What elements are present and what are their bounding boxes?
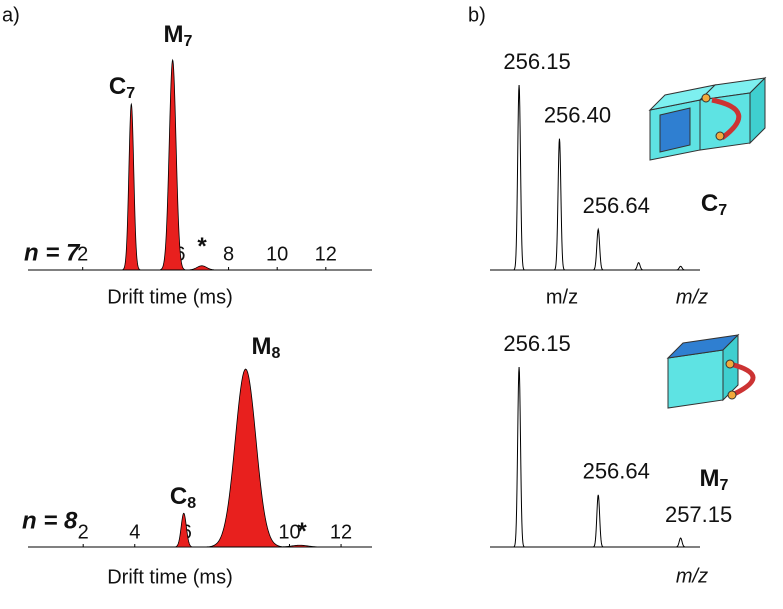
peak: [592, 227, 604, 271]
peak-label-text: *: [297, 518, 307, 545]
x-axis-label: Drift time (ms): [107, 286, 233, 308]
peak-label: 256.15: [503, 49, 570, 74]
x-tick-label: 12: [315, 243, 337, 265]
peak-label-text: C: [109, 73, 126, 100]
panel-label: b): [468, 4, 486, 26]
peak-label: 256.64: [583, 459, 650, 484]
peak: [553, 138, 566, 271]
peak-label-text: M: [252, 333, 272, 360]
x-axis-label: m/z: [546, 286, 578, 308]
peak: [675, 265, 687, 271]
peak-label-sub: 7: [184, 33, 193, 50]
compound-label: M7: [700, 465, 729, 494]
compound-label-text: C: [701, 190, 718, 217]
peak-label: M8: [252, 333, 281, 362]
x-tick-label: 12: [330, 521, 352, 543]
peak: [633, 262, 645, 271]
peak-label: C8: [170, 483, 196, 512]
peak-label: *: [297, 518, 307, 545]
annotation: n = 7: [24, 239, 81, 266]
peak-label-sub: 8: [272, 345, 281, 362]
cage-icon: [666, 333, 756, 409]
peak-label: C7: [109, 73, 135, 102]
peak-label: 256.15: [503, 331, 570, 356]
peak: [159, 58, 187, 271]
peak: [268, 544, 331, 548]
peak: [592, 494, 604, 548]
x-tick-label: 10: [278, 521, 300, 543]
x-tick-label: 8: [223, 243, 234, 265]
peak: [173, 512, 195, 548]
x-axis-label: m/z: [676, 286, 708, 308]
x-tick-label: 10: [266, 243, 288, 265]
peak-label: 257.15: [665, 502, 732, 527]
peak-label: 256.64: [583, 193, 650, 218]
compound-label-sub: 7: [718, 202, 727, 219]
peak-label-sub: 8: [187, 495, 196, 512]
compound-label-sub: 7: [720, 477, 729, 494]
compound-label-text: M: [700, 465, 720, 492]
panel-label: a): [2, 4, 20, 26]
x-axis-label: m/z: [676, 565, 708, 587]
peak: [121, 102, 142, 271]
x-tick-label: 4: [129, 521, 140, 543]
cage-icon: [648, 76, 767, 161]
peak: [204, 368, 287, 548]
peak-label-sub: 7: [126, 85, 135, 102]
peak: [513, 84, 525, 271]
peak-label: 256.40: [544, 102, 611, 127]
peak-label-text: M: [164, 21, 184, 48]
peak: [675, 537, 687, 548]
peak-label-text: C: [170, 483, 187, 510]
peak: [513, 366, 525, 548]
peak: [182, 265, 222, 271]
x-tick-label: 2: [77, 243, 88, 265]
peak-label: M7: [164, 21, 193, 50]
compound-label: C7: [701, 190, 727, 219]
x-tick-label: 2: [78, 521, 89, 543]
annotation: n = 8: [22, 507, 78, 534]
peak-label-text: *: [197, 233, 207, 260]
peak-label: *: [197, 233, 207, 260]
x-axis-label: Drift time (ms): [107, 566, 233, 588]
